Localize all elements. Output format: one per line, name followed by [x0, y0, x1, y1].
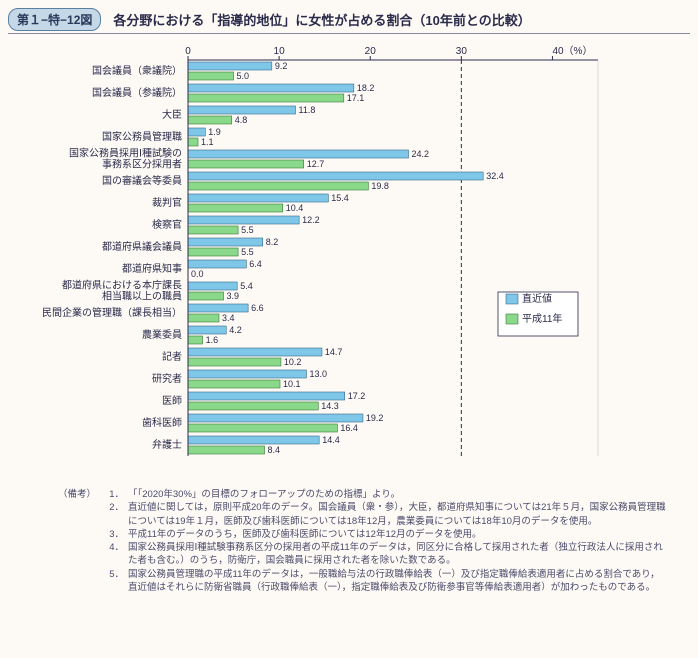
title-bar: 第１−特−12図 各分野における「指導的地位」に女性が占める割合（10年前との比… [8, 8, 690, 34]
svg-text:4.8: 4.8 [235, 115, 248, 125]
svg-text:14.3: 14.3 [321, 401, 339, 411]
note-row: 2．直近値に関しては，原則平成20年のデータ。国会議員（衆・参），大臣，都道府県… [58, 501, 666, 528]
note-number: 2． [108, 501, 124, 528]
svg-text:歯科医師: 歯科医師 [142, 416, 182, 429]
svg-text:16.4: 16.4 [340, 423, 358, 433]
note-number: 1． [108, 488, 124, 501]
note-text: 国家公務員管理職の平成11年のデータは，一般職給与法の行政職俸給表（一）及び指定… [128, 568, 666, 595]
note-row: 3． 平成11年のデータのうち，医師及び歯科医師については12年12月のデータを使… [58, 528, 666, 541]
svg-text:都道府県議会議員: 都道府県議会議員 [102, 240, 182, 253]
svg-text:5.5: 5.5 [241, 225, 254, 235]
svg-text:5.4: 5.4 [240, 281, 253, 291]
svg-text:1.1: 1.1 [201, 137, 214, 147]
svg-text:19.8: 19.8 [371, 181, 389, 191]
svg-text:都道府県における本庁課長: 都道府県における本庁課長 [62, 279, 182, 292]
svg-text:14.7: 14.7 [325, 347, 343, 357]
svg-text:1.9: 1.9 [208, 127, 221, 137]
note-row: （備考） 1． 「「2020年30%」の目標のフォローアップのための指標」より。 [58, 488, 666, 501]
svg-text:8.4: 8.4 [268, 445, 281, 455]
svg-text:1.6: 1.6 [206, 335, 219, 345]
svg-text:大臣: 大臣 [162, 108, 182, 121]
svg-text:記者: 記者 [162, 350, 182, 363]
svg-text:6.6: 6.6 [251, 303, 264, 313]
svg-text:12.2: 12.2 [302, 215, 320, 225]
svg-text:国家公務員採用Ⅰ種試験の: 国家公務員採用Ⅰ種試験の [69, 147, 182, 160]
svg-text:5.5: 5.5 [241, 247, 254, 257]
svg-text:30: 30 [456, 46, 468, 57]
svg-text:11.8: 11.8 [299, 105, 316, 115]
svg-text:医師: 医師 [162, 394, 182, 407]
svg-text:国の審議会等委員: 国の審議会等委員 [102, 174, 182, 187]
svg-text:3.9: 3.9 [227, 291, 240, 301]
note-head [58, 541, 104, 568]
svg-text:3.4: 3.4 [222, 313, 235, 323]
svg-text:農業委員: 農業委員 [142, 328, 182, 341]
svg-text:国家公務員管理職: 国家公務員管理職 [102, 130, 182, 143]
svg-text:弁護士: 弁護士 [152, 438, 182, 451]
note-row: 5．国家公務員管理職の平成11年のデータは，一般職給与法の行政職俸給表（一）及び… [58, 568, 666, 595]
figure-title: 各分野における「指導的地位」に女性が占める割合（10年前との比較） [113, 10, 530, 29]
note-text: 平成11年のデータのうち，医師及び歯科医師については12年12月のデータを使用。 [128, 528, 666, 541]
svg-text:裁判官: 裁判官 [152, 196, 182, 209]
note-text: 直近値に関しては，原則平成20年のデータ。国会議員（衆・参），大臣，都道府県知事… [128, 501, 666, 528]
svg-text:研究者: 研究者 [152, 372, 182, 385]
note-number: 3． [108, 528, 124, 541]
svg-text:9.2: 9.2 [275, 61, 288, 71]
svg-text:5.0: 5.0 [237, 71, 250, 81]
figure-number-badge: 第１−特−12図 [8, 8, 101, 31]
note-text: 国家公務員採用Ⅰ種試験事務系区分の採用者の平成11年のデータは，同区分に合格して… [128, 541, 666, 568]
svg-text:民間企業の管理職（課長相当）: 民間企業の管理職（課長相当） [42, 306, 182, 319]
svg-text:19.2: 19.2 [366, 413, 384, 423]
svg-text:都道府県知事: 都道府県知事 [122, 262, 182, 275]
note-number: 4． [108, 541, 124, 568]
svg-text:6.4: 6.4 [249, 259, 262, 269]
notes-block: （備考）1．「「2020年30%」の目標のフォローアップのための指標」より。2．… [8, 482, 690, 594]
svg-text:10.1: 10.1 [283, 379, 301, 389]
svg-text:18.2: 18.2 [357, 83, 375, 93]
svg-text:直近値: 直近値 [522, 292, 552, 305]
svg-text:24.2: 24.2 [411, 149, 429, 159]
svg-text:事務系区分採用者: 事務系区分採用者 [102, 158, 182, 171]
svg-text:国会議員（参議院）: 国会議員（参議院） [92, 86, 182, 99]
svg-text:32.4: 32.4 [486, 171, 504, 181]
svg-text:検察官: 検察官 [152, 218, 182, 231]
note-head: （備考） [58, 488, 104, 501]
svg-text:15.4: 15.4 [331, 193, 349, 203]
svg-text:平成11年: 平成11年 [522, 312, 562, 325]
svg-text:40（%）: 40（%） [552, 45, 592, 57]
svg-text:17.2: 17.2 [348, 391, 366, 401]
note-head [58, 568, 104, 595]
svg-text:相当職以上の職員: 相当職以上の職員 [102, 290, 182, 303]
note-head [58, 501, 104, 528]
svg-text:0.0: 0.0 [191, 269, 204, 279]
svg-text:13.0: 13.0 [309, 369, 327, 379]
svg-text:10.4: 10.4 [286, 203, 304, 213]
svg-text:国会議員（衆議院）: 国会議員（衆議院） [92, 64, 182, 77]
svg-text:17.1: 17.1 [347, 93, 365, 103]
svg-text:4.2: 4.2 [229, 325, 242, 335]
svg-text:10: 10 [274, 46, 286, 57]
bar-chart: 0 10 20 30 40（%） 国会議員（衆議院） 9.2 5.0 国会議員（参議院） 18.2… [8, 42, 688, 482]
chart-svg: 0 10 20 30 40（%） 国会議員（衆議院） 9.2 5.0 国会議員（参議院） 18.2… [8, 42, 688, 482]
note-text: 「「2020年30%」の目標のフォローアップのための指標」より。 [128, 488, 666, 501]
svg-text:10.2: 10.2 [284, 357, 302, 367]
svg-text:8.2: 8.2 [266, 237, 279, 247]
svg-text:14.4: 14.4 [322, 435, 340, 445]
note-head [58, 528, 104, 541]
note-number: 5． [108, 568, 124, 595]
svg-text:20: 20 [365, 46, 377, 57]
svg-text:0: 0 [185, 46, 191, 57]
svg-text:12.7: 12.7 [307, 159, 325, 169]
note-row: 4．国家公務員採用Ⅰ種試験事務系区分の採用者の平成11年のデータは，同区分に合格… [58, 541, 666, 568]
